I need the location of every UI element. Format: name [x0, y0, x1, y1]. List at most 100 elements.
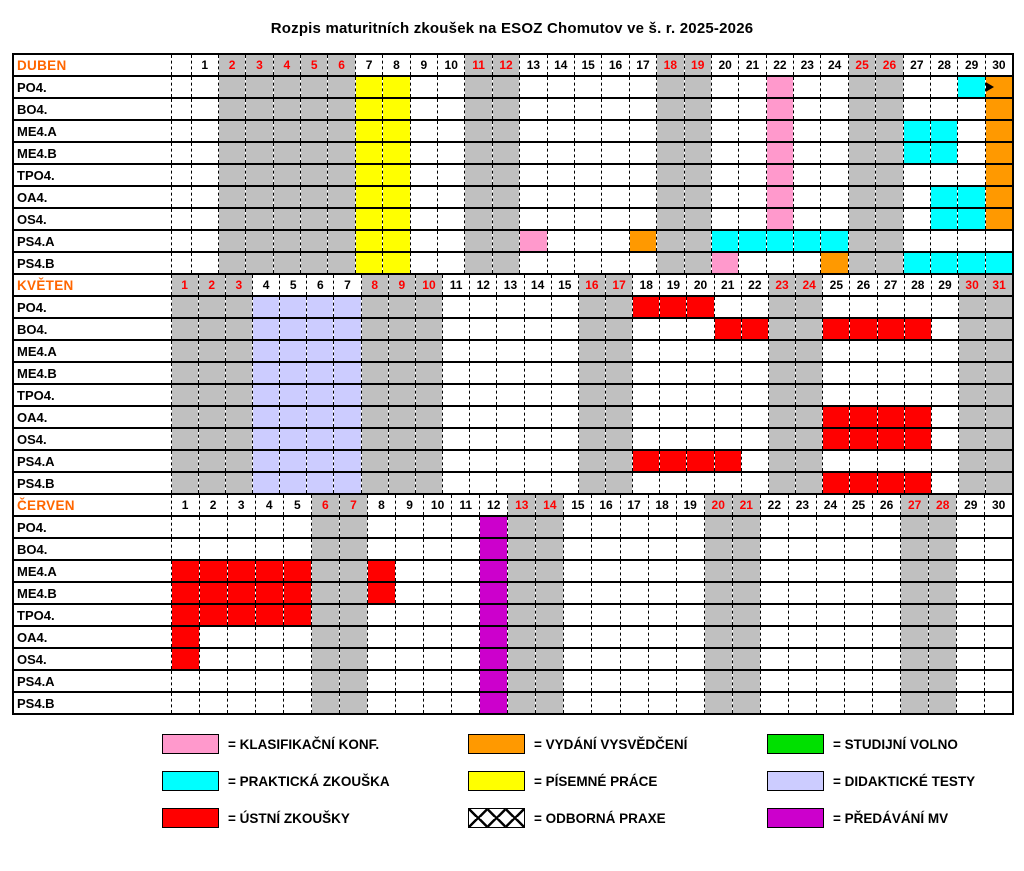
schedule-cell	[875, 185, 904, 208]
schedule-cell	[546, 251, 575, 274]
schedule-cell	[272, 119, 301, 142]
schedule-cell	[190, 75, 219, 98]
schedule-cell	[300, 229, 328, 252]
schedule-cell	[632, 405, 660, 428]
schedule-cell	[713, 405, 742, 428]
schedule-cell	[703, 691, 733, 714]
schedule-cell	[985, 361, 1013, 384]
schedule-cell	[272, 141, 301, 164]
month-label: ČERVEN	[13, 493, 171, 516]
schedule-cell	[767, 427, 796, 450]
title-school-name: ESOZ	[500, 20, 543, 37]
schedule-cell	[710, 119, 739, 142]
schedule-cell	[628, 141, 657, 164]
schedule-cell	[903, 361, 932, 384]
schedule-cell	[843, 537, 873, 560]
schedule-cell	[198, 647, 228, 670]
schedule-cell	[849, 405, 878, 428]
legend-item: = PRAKTICKÁ ZKOUŠKA	[162, 770, 468, 792]
schedule-cell	[847, 207, 876, 230]
schedule-cell	[984, 581, 1013, 604]
schedule-cell	[491, 251, 520, 274]
schedule-cell	[437, 229, 465, 252]
schedule-cell	[656, 229, 685, 252]
schedule-cell	[333, 471, 362, 494]
schedule-cell	[740, 471, 769, 494]
schedule-cell	[464, 185, 493, 208]
schedule-cell	[686, 405, 715, 428]
schedule-cell	[535, 603, 564, 626]
schedule-cell	[254, 691, 284, 714]
schedule-cell	[469, 449, 497, 472]
schedule-cell	[875, 207, 904, 230]
schedule-cell	[354, 185, 383, 208]
schedule-cell	[217, 185, 246, 208]
schedule-cell	[327, 207, 356, 230]
schedule-cell	[217, 229, 246, 252]
schedule-cell	[226, 647, 256, 670]
schedule-cell	[767, 471, 796, 494]
class-label: OS4.	[13, 427, 171, 450]
schedule-cell	[659, 471, 687, 494]
schedule-cell	[491, 207, 520, 230]
schedule-cell	[703, 669, 733, 692]
schedule-cell	[985, 405, 1013, 428]
day-header: 23	[793, 53, 821, 76]
schedule-cell	[170, 669, 200, 692]
day-header: 13	[507, 493, 536, 516]
schedule-cell	[686, 317, 715, 340]
schedule-cell	[442, 471, 470, 494]
schedule-cell	[245, 251, 274, 274]
schedule-cell	[872, 581, 901, 604]
schedule-cell	[360, 295, 389, 318]
schedule-cell	[930, 163, 958, 186]
schedule-cell	[197, 295, 226, 318]
schedule-cell	[647, 691, 677, 714]
schedule-cell	[656, 141, 685, 164]
day-header: 27	[902, 53, 931, 76]
schedule-cell	[740, 383, 769, 406]
schedule-cell	[282, 537, 312, 560]
schedule-cell	[360, 449, 389, 472]
class-label: PS4.B	[13, 471, 171, 494]
schedule-cell	[767, 361, 796, 384]
day-header: 4	[251, 273, 280, 296]
schedule-cell	[387, 361, 416, 384]
schedule-cell	[577, 405, 606, 428]
day-header: 15	[563, 493, 592, 516]
schedule-cell	[876, 471, 905, 494]
legend-label: = VYDÁNÍ VYSVĚDČENÍ	[534, 736, 688, 752]
day-header: 27	[876, 273, 905, 296]
schedule-cell	[282, 515, 312, 538]
schedule-cell	[683, 185, 712, 208]
schedule-cell	[245, 207, 274, 230]
schedule-cell	[731, 647, 761, 670]
schedule-cell	[793, 97, 821, 120]
legend-swatch-yellow	[468, 771, 525, 791]
schedule-cell	[601, 229, 630, 252]
legend-label: = PÍSEMNÉ PRÁCE	[534, 773, 658, 789]
schedule-cell	[254, 647, 284, 670]
schedule-cell	[675, 559, 705, 582]
day-header: 14	[535, 493, 564, 516]
schedule-cell	[479, 669, 508, 692]
schedule-cell	[387, 339, 416, 362]
arrow-icon	[986, 81, 994, 93]
schedule-cell	[793, 75, 821, 98]
schedule-cell	[984, 163, 1013, 186]
schedule-cell	[795, 471, 823, 494]
schedule-cell	[464, 229, 493, 252]
schedule-cell	[958, 361, 986, 384]
schedule-cell	[254, 603, 284, 626]
schedule-cell	[843, 603, 873, 626]
schedule-cell	[387, 383, 416, 406]
day-header: 20	[703, 493, 733, 516]
schedule-cell	[765, 119, 794, 142]
schedule-cell	[279, 339, 307, 362]
schedule-cell	[394, 625, 424, 648]
schedule-cell	[956, 647, 985, 670]
schedule-cell	[787, 515, 817, 538]
class-label: ME4.A	[13, 339, 171, 362]
schedule-cell	[366, 625, 396, 648]
schedule-cell	[245, 141, 274, 164]
